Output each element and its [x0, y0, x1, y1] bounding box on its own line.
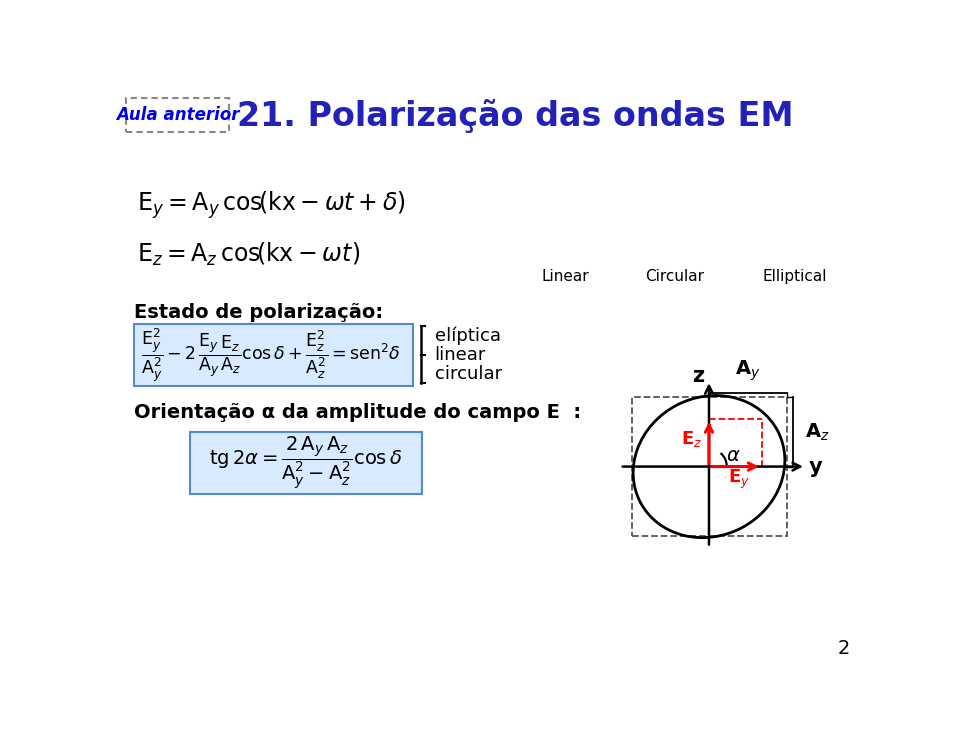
Text: $\mathrm{E}_y = \mathrm{A}_y\,\mathrm{cos}\!\left(\mathrm{kx} - \omega t + \delt: $\mathrm{E}_y = \mathrm{A}_y\,\mathrm{co… [137, 189, 406, 221]
Text: linear: linear [435, 346, 486, 364]
FancyBboxPatch shape [134, 324, 413, 385]
Text: y: y [809, 457, 823, 477]
Text: $\mathrm{E}_z = \mathrm{A}_z\,\mathrm{cos}\!\left(\mathrm{kx} - \omega t\right)$: $\mathrm{E}_z = \mathrm{A}_z\,\mathrm{co… [137, 241, 360, 269]
Text: $\mathbf{E}_z$: $\mathbf{E}_z$ [682, 429, 703, 449]
FancyBboxPatch shape [126, 97, 228, 132]
Text: Aula anterior: Aula anterior [115, 106, 239, 124]
Text: $\alpha$: $\alpha$ [726, 446, 740, 465]
Text: Circular: Circular [644, 269, 704, 284]
Text: 2: 2 [838, 639, 850, 658]
FancyBboxPatch shape [190, 432, 422, 493]
Text: circular: circular [435, 365, 502, 383]
Text: $\dfrac{\mathrm{E}_y^2}{\mathrm{A}_y^2} - 2\,\dfrac{\mathrm{E}_y}{\mathrm{A}_y}\: $\dfrac{\mathrm{E}_y^2}{\mathrm{A}_y^2} … [141, 326, 401, 384]
Text: z: z [692, 366, 705, 385]
Text: Orientação α da amplitude do campo E  :: Orientação α da amplitude do campo E : [134, 403, 581, 422]
Text: $\mathbf{E}_y$: $\mathbf{E}_y$ [729, 467, 751, 490]
Text: 21. Polarização das ondas EM: 21. Polarização das ondas EM [237, 99, 794, 133]
Text: Linear: Linear [541, 269, 589, 284]
Text: $\mathbf{A}_y$: $\mathbf{A}_y$ [735, 359, 760, 383]
Text: $\mathrm{tg}\,2\alpha = \dfrac{2\,\mathrm{A}_y\,\mathrm{A}_z}{\mathrm{A}_y^2 - \: $\mathrm{tg}\,2\alpha = \dfrac{2\,\mathr… [209, 434, 402, 491]
Text: $\mathbf{A}_z$: $\mathbf{A}_z$ [805, 421, 829, 443]
Text: Estado de polarização:: Estado de polarização: [134, 303, 383, 322]
Bar [632, 397, 786, 536]
Text: Elliptical: Elliptical [762, 269, 827, 284]
Text: elíptica: elíptica [435, 327, 501, 345]
